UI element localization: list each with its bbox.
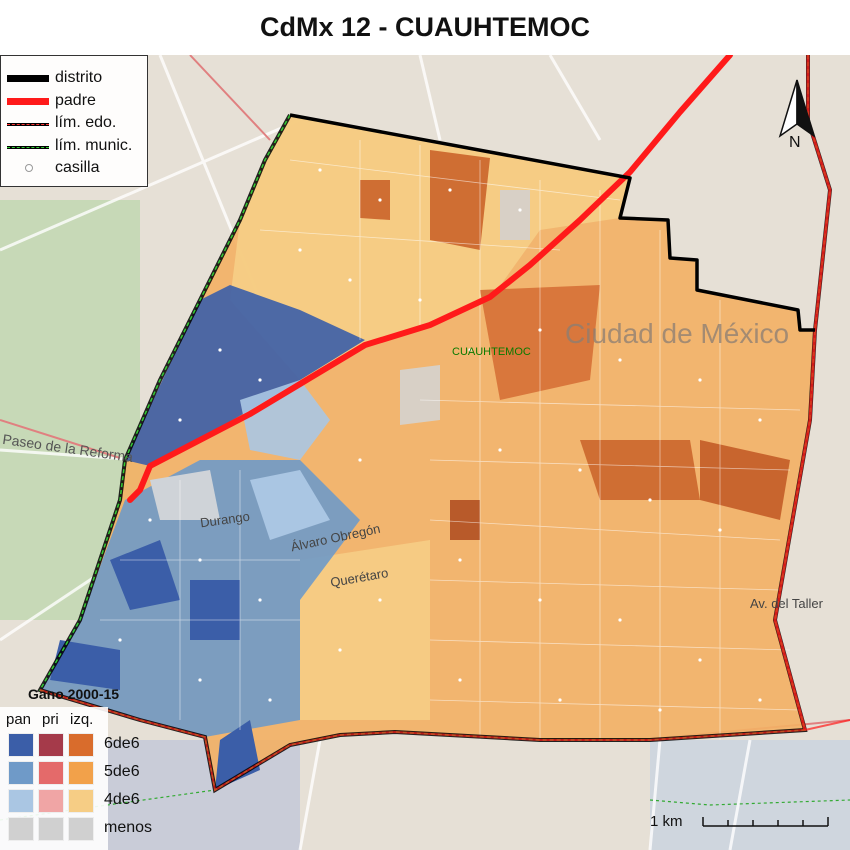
block-menos-b [500,190,530,240]
line-legend: distrito padre lím. edo. lím. munic. cas… [0,55,148,187]
win-legend-swatch [8,817,34,841]
block-6de6-izq-c [580,440,700,500]
legend-row-munic: lím. munic. [1,136,149,158]
legend-row-distrito: distrito [1,68,149,90]
win-legend-col-pan: pan [6,711,32,728]
win-legend-col-izq: izq. [70,711,94,728]
casilla-points [118,168,762,712]
win-legend-title: Gano 2000-15 [28,686,120,702]
block-6de6-pan-d [215,720,260,790]
map-title: CdMx 12 - CUAUHTEMOC [259,12,590,42]
win-legend-swatch [38,789,64,813]
win-legend-swatch [38,817,64,841]
district-fill-pan-north [125,285,365,466]
win-legend-col-pri: pri [42,711,59,728]
legend-row-edo: lím. edo. [1,113,149,135]
block-6de6-izq-f [450,500,480,540]
block-4de6-pan-a [250,470,330,540]
legend-label-edo: lím. edo. [55,114,117,131]
district-fill-north [230,115,630,380]
block-menos-a [400,365,440,425]
win-legend-row-label: 4de6 [104,791,140,808]
block-6de6-pan-a [50,640,120,690]
district-fill-pan-mid [240,380,330,460]
north-label: N [789,134,801,151]
north-arrow-icon [762,78,832,158]
legend-swatch-casilla [25,164,33,172]
padre-boundary [127,55,733,503]
block-6de6-izq-d [700,440,790,520]
district-boundary [289,113,815,332]
win-legend-row-label: 5de6 [104,763,140,780]
win-legend-swatch [38,761,64,785]
legend-label-munic: lím. munic. [55,137,133,154]
win-legend-swatch [68,733,94,757]
win-legend-row-label: menos [104,819,153,836]
win-legend-swatch [68,789,94,813]
legend-swatch-edo-accent [7,124,49,125]
legend-label-padre: padre [55,92,96,109]
win-legend: pan pri izq. 6de6 5de6 4de6 menos [0,707,165,850]
scale-bar [702,817,829,827]
scale-label: 1 km [650,813,683,830]
legend-swatch-padre [7,98,49,105]
win-legend-swatch [68,817,94,841]
municipality-label: CUAUHTEMOC [452,346,531,358]
win-legend-swatch [8,789,34,813]
block-6de6-pan-b [110,540,180,610]
win-legend-swatch [38,733,64,757]
legend-label-casilla: casilla [55,159,100,176]
block-6de6-izq-e [360,180,390,220]
legend-row-casilla: casilla [1,158,149,180]
place-label-taller: Av. del Taller [750,596,823,611]
legend-row-padre: padre [1,91,149,113]
legend-swatch-munic-accent [7,147,49,148]
win-legend-swatch [68,761,94,785]
basemap-block-south [650,740,850,850]
basemap-streets [0,55,752,850]
place-label-cdmx: Ciudad de México [565,318,790,349]
legend-swatch-distrito [7,75,49,82]
win-legend-row-label: 6de6 [104,735,140,752]
block-6de6-pan-c [190,580,240,640]
block-menos-pan [150,470,220,520]
win-legend-swatch [8,761,34,785]
block-6de6-izq-a [430,150,490,250]
block-grid [100,140,801,740]
win-legend-swatch [8,733,34,757]
block-4de6-izq-south [300,540,430,720]
legend-label-distrito: distrito [55,69,103,86]
